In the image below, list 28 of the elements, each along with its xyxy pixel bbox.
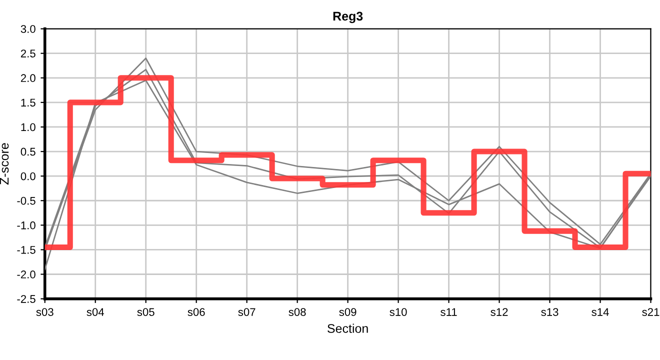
- x-tick-label: s06: [188, 308, 205, 316]
- x-tick-label: s05: [137, 308, 154, 316]
- y-tick-label: 2.0: [20, 74, 36, 82]
- x-tick-label: s14: [592, 308, 609, 316]
- x-tick-label: s13: [541, 308, 558, 316]
- x-tick-label: s10: [390, 308, 407, 316]
- x-tick-label: s21: [642, 308, 660, 316]
- x-tick-label: s04: [86, 308, 104, 316]
- y-tick-label: 2.5: [20, 50, 36, 58]
- x-tick-label: s08: [288, 308, 306, 316]
- y-tick-label: 0.5: [20, 148, 36, 156]
- y-tick-label: 1.5: [21, 98, 36, 107]
- x-tick-label: s12: [490, 308, 508, 316]
- y-tick-label: 1.0: [21, 123, 36, 132]
- chart-title: Reg3: [333, 12, 363, 24]
- y-tick-label: 0.0: [20, 172, 36, 180]
- x-axis-title: Section: [328, 324, 368, 333]
- x-tick-label: s11: [440, 308, 457, 316]
- x-tick-label: s09: [339, 308, 356, 316]
- x-tick-label: s07: [238, 308, 256, 316]
- y-tick-label: -1.0: [17, 221, 36, 230]
- y-tick-label: -0.5: [17, 196, 36, 205]
- x-tick-label: s03: [36, 308, 54, 316]
- y-tick-label: -2.5: [17, 295, 36, 303]
- y-axis-title: Z-score: [0, 143, 9, 185]
- y-tick-label: -1.5: [17, 246, 36, 254]
- y-tick-label: -2.0: [17, 270, 36, 278]
- y-tick-label: 3.0: [20, 25, 36, 33]
